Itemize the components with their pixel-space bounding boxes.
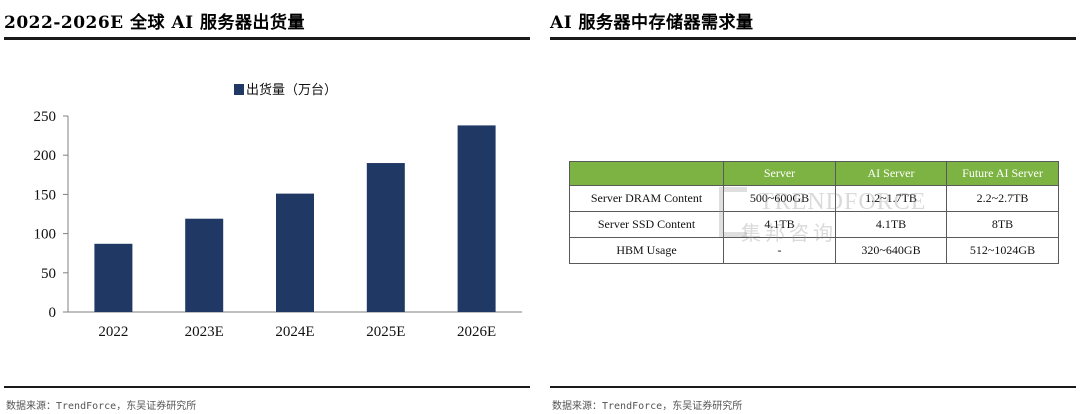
y-tick-label: 50 — [41, 266, 56, 282]
right-bottom-rule — [550, 386, 1076, 388]
table-header-cell: AI Server — [835, 161, 947, 186]
table-cell: - — [723, 237, 836, 264]
right-panel-title: AI 服务器中存储器需求量 — [550, 13, 754, 33]
left-title-rule — [4, 37, 530, 40]
x-tick-label: 2022 — [98, 324, 128, 340]
table-cell: Server SSD Content — [569, 211, 724, 238]
bar — [94, 243, 133, 312]
table-header-cell — [569, 161, 724, 186]
shipment-bar-chart: 0 50 100 150 200 250 2022 2023E 2024E 2025E 2026E 出… — [34, 82, 522, 340]
table-row: Server DRAM Content 500~600GB 1.2~1.7TB … — [569, 185, 1059, 212]
left-bottom-rule — [4, 386, 530, 388]
y-tick-label: 200 — [34, 148, 57, 164]
table-cell: 4.1TB — [835, 211, 947, 238]
table-cell: HBM Usage — [569, 237, 724, 264]
table-cell: 500~600GB — [723, 185, 836, 212]
table-row: HBM Usage - 320~640GB 512~1024GB — [569, 237, 1059, 264]
table-cell: Server DRAM Content — [569, 185, 724, 212]
x-tick-label: 2024E — [275, 324, 314, 340]
legend-label: 出货量（万台） — [246, 82, 337, 98]
table-row: Server SSD Content 4.1TB 4.1TB 8TB — [569, 211, 1059, 238]
right-source-note: 数据来源：TrendForce，东吴证券研究所 — [552, 401, 743, 412]
table-cell: 512~1024GB — [946, 237, 1059, 264]
table-cell: 2.2~2.7TB — [946, 185, 1059, 212]
x-tick-label: 2025E — [366, 324, 405, 340]
x-tick-label: 2026E — [457, 324, 496, 340]
y-tick-label: 0 — [49, 305, 57, 321]
table-header-cell: Server — [723, 161, 836, 186]
legend-swatch — [234, 84, 244, 95]
y-tick-label: 100 — [34, 227, 57, 243]
right-panel: AI 服务器中存储器需求量 Server AI Server Future AI… — [550, 0, 1076, 414]
y-tick-label: 250 — [34, 109, 57, 125]
y-tick-label: 150 — [34, 187, 57, 203]
table-header-cell: Future AI Server — [946, 161, 1059, 186]
table-cell: 8TB — [946, 211, 1059, 238]
x-tick-label: 2023E — [185, 324, 224, 340]
left-panel-title: 2022-2026E 全球 AI 服务器出货量 — [4, 13, 306, 33]
table-cell: 320~640GB — [835, 237, 947, 264]
bar — [457, 125, 496, 312]
memory-demand-table-wrap: Server AI Server Future AI Server Server… — [569, 161, 1059, 267]
left-source-note: 数据来源：TrendForce，东吴证券研究所 — [6, 401, 197, 412]
left-panel: 2022-2026E 全球 AI 服务器出货量 0 50 100 150 200 250 2… — [4, 0, 530, 414]
right-title-rule — [550, 37, 1076, 40]
table-cell: 1.2~1.7TB — [835, 185, 947, 212]
bar — [366, 163, 405, 312]
memory-demand-table: Server AI Server Future AI Server Server… — [569, 161, 1059, 264]
table-header-row: Server AI Server Future AI Server — [569, 161, 1059, 186]
bar — [276, 193, 314, 312]
bar — [185, 218, 224, 312]
table-cell: 4.1TB — [723, 211, 836, 238]
